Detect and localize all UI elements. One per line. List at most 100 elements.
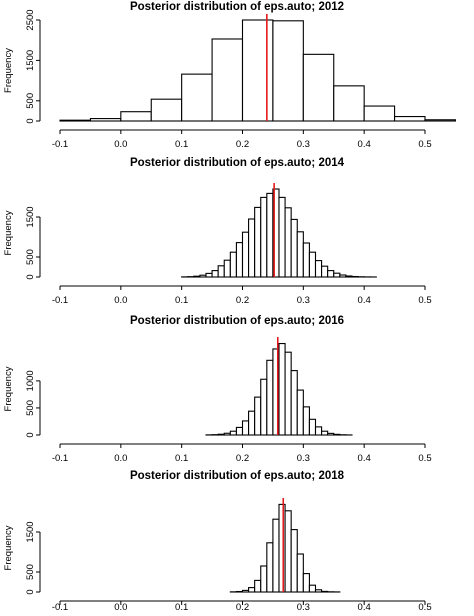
histogram-bar (266, 542, 274, 593)
histogram-bar (424, 119, 456, 122)
histogram-bar (345, 275, 353, 278)
histogram-bar (333, 272, 341, 278)
x-tick-label: 0.5 (418, 453, 431, 464)
histogram-bar (235, 242, 244, 278)
histogram-bar (254, 579, 262, 593)
histogram-bar (394, 116, 426, 122)
x-tick-label: 0.4 (358, 139, 371, 150)
histogram-bar (290, 370, 298, 436)
histogram-bar (308, 251, 317, 278)
x-tick-label: 0.1 (175, 453, 188, 464)
histogram-bar (327, 270, 335, 278)
histogram-bar (120, 111, 152, 122)
histogram-bar (248, 587, 256, 593)
y-axis-label: Frequency (3, 525, 14, 570)
histogram-bar (314, 260, 323, 278)
x-tick-label: 0.2 (236, 602, 249, 613)
x-tick-label: 0.3 (297, 295, 310, 306)
x-tick-label: 0.3 (297, 602, 310, 613)
y-tick-label: 0 (25, 589, 36, 594)
histogram-bar (333, 433, 341, 436)
histogram-panel-2018: Posterior distribution of eps.auto; 2018… (3, 470, 432, 613)
histogram-bar (193, 275, 201, 278)
histogram-bar (205, 272, 213, 278)
x-tick-label: 0.1 (175, 295, 188, 306)
histogram-bar (89, 118, 122, 122)
y-tick-label: 500 (25, 564, 36, 580)
x-tick-label: 0.0 (114, 602, 127, 613)
histogram-bar (266, 359, 274, 436)
histogram-bar (266, 192, 274, 278)
x-tick-label: 0.5 (418, 295, 431, 306)
histogram-bar (296, 231, 304, 278)
histogram-bar (284, 510, 292, 593)
histogram-bar (302, 406, 310, 436)
x-tick-label: 0.0 (114, 139, 127, 150)
histogram-bar (199, 274, 207, 278)
histogram-bar (150, 98, 183, 122)
histogram-bar (223, 432, 231, 436)
histogram-bar (254, 206, 262, 278)
histogram-bar (260, 565, 268, 593)
histogram-bar (290, 529, 298, 593)
x-tick-label: 0.5 (418, 139, 431, 150)
y-tick-label: 1500 (25, 206, 36, 227)
histogram-bar (260, 196, 268, 278)
x-tick-label: 0.4 (358, 295, 371, 306)
x-tick-label: 0.0 (114, 295, 127, 306)
histogram-bar (254, 396, 262, 436)
histogram-bar (59, 119, 91, 122)
histogram-bar (314, 589, 323, 593)
histogram-bar (260, 378, 268, 436)
histogram-bar (241, 420, 250, 436)
y-tick-label: 0 (25, 432, 36, 437)
histogram-bar (248, 218, 256, 278)
y-tick-label: 1500 (25, 521, 36, 542)
x-tick-label: 0.3 (297, 139, 310, 150)
histogram-bar (241, 589, 250, 593)
histogram-bar (284, 207, 292, 278)
x-tick-label: 0.1 (175, 139, 188, 150)
histogram-panel-2012: Posterior distribution of eps.auto; 2012… (3, 1, 456, 150)
chart-title: Posterior distribution of eps.auto; 2016 (130, 315, 344, 327)
chart-title: Posterior distribution of eps.auto; 2012 (130, 1, 344, 13)
histogram-bar (223, 259, 231, 278)
x-tick-label: 0.1 (175, 602, 188, 613)
y-axis-label: Frequency (3, 210, 14, 255)
histogram-bar (217, 265, 225, 278)
x-tick-label: -0.1 (52, 602, 68, 613)
histogram-bar (229, 430, 237, 436)
histogram-bar (211, 38, 244, 122)
y-tick-label: 1500 (25, 50, 36, 71)
x-tick-label: -0.1 (52, 295, 68, 306)
y-tick-label: 1000 (25, 370, 36, 391)
x-tick-label: 0.4 (358, 602, 371, 613)
y-tick-label: 500 (25, 249, 36, 265)
x-tick-label: -0.1 (52, 453, 68, 464)
histogram-bar (278, 196, 286, 278)
histogram-bar (272, 20, 304, 122)
histogram-bar (290, 218, 298, 278)
histogram-bar (321, 430, 329, 436)
x-tick-label: 0.4 (358, 453, 371, 464)
histogram-bar (363, 105, 396, 122)
x-tick-label: 0.5 (418, 602, 431, 613)
histogram-bar (181, 73, 213, 122)
histogram-bar (333, 85, 365, 122)
histogram-bar (248, 410, 256, 436)
y-tick-label: 500 (25, 400, 36, 416)
histogram-bar (272, 518, 280, 593)
y-tick-label: 0 (25, 118, 36, 123)
y-axis-label: Frequency (3, 48, 14, 93)
histogram-bar (235, 426, 244, 436)
x-tick-label: 0.0 (114, 453, 127, 464)
histogram-bar (327, 432, 335, 436)
histogram-bar (229, 251, 237, 278)
y-tick-label: 2500 (25, 9, 36, 30)
x-tick-label: 0.3 (297, 453, 310, 464)
histogram-bar (302, 242, 310, 278)
histogram-bar (211, 270, 219, 278)
histogram-bar (241, 19, 274, 122)
histogram-bar (284, 351, 292, 436)
